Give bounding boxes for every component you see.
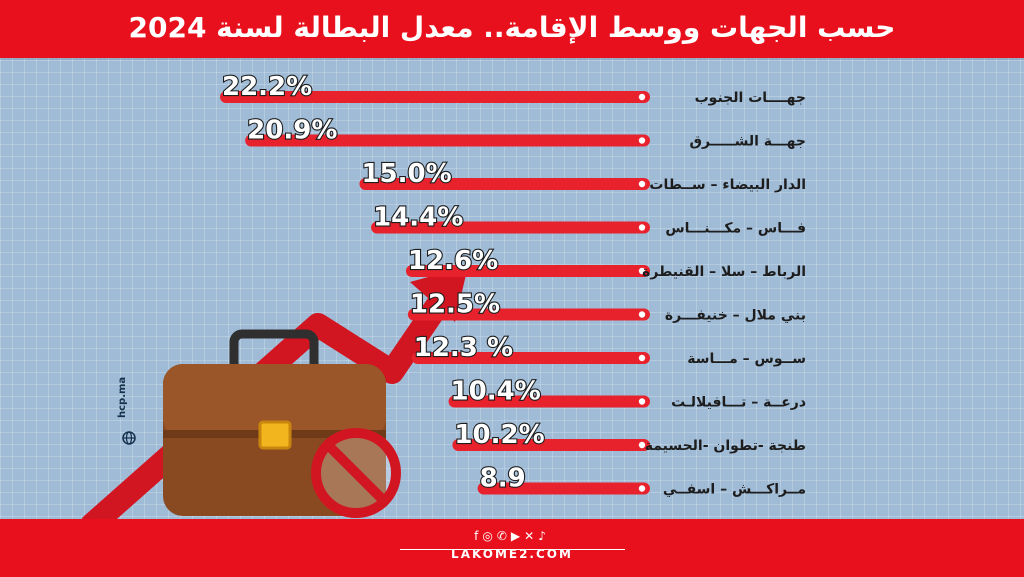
category-label-9: مــراكـــش – اسفــي <box>663 482 806 498</box>
bar-6 <box>411 352 650 364</box>
map-pin-icon <box>638 485 646 492</box>
bar-0 <box>220 91 650 103</box>
value-label-4: 12.6% <box>408 246 498 276</box>
category-label-4: الرباط – سلا – القنيطرة <box>642 264 806 280</box>
category-label-7: درعــة – تـــافيلالـت <box>671 395 806 411</box>
globe-icon <box>122 431 136 445</box>
value-label-5: 12.5% <box>410 290 500 320</box>
youtube-icon[interactable]: ▶ <box>510 529 525 543</box>
footer-divider-left <box>400 549 610 550</box>
map-pin-icon <box>638 93 646 101</box>
value-label-7: 10.4% <box>451 377 541 407</box>
map-pin-icon <box>638 354 646 362</box>
bars-group: 22.2% جهــــات الجنوب 20.9% جهـــة الشـــــ… <box>220 71 806 498</box>
bar-5 <box>407 308 650 321</box>
tiktok-icon[interactable]: ♪ <box>538 529 550 543</box>
bar-2 <box>359 178 650 190</box>
map-pin-icon <box>638 224 646 231</box>
bar-9 <box>477 482 650 495</box>
value-label-6: 12.3 % <box>414 333 513 363</box>
category-label-1: جهـــة الشـــــرق <box>689 134 806 150</box>
map-pin-icon <box>638 441 646 449</box>
website-link[interactable]: LAKOME2.COM <box>451 547 573 561</box>
social-icons-row: f◎✆▶✕♪ <box>0 528 1024 544</box>
value-label-2: 15.0% <box>361 159 451 189</box>
prohibited-icon <box>311 428 401 518</box>
category-label-5: بني ملال – خنيفـــرة <box>665 308 806 324</box>
map-pin-icon <box>638 398 646 405</box>
category-label-2: الدار البيضاء – ســطات <box>649 177 806 193</box>
title-banner <box>0 0 1024 58</box>
value-label-9: 8.9 <box>480 464 526 494</box>
instagram-icon[interactable]: ◎ <box>482 529 497 543</box>
map-pin-icon <box>638 311 646 318</box>
map-pin-icon <box>638 137 646 144</box>
bar-1 <box>245 134 650 147</box>
x-icon[interactable]: ✕ <box>524 529 539 543</box>
value-label-3: 14.4% <box>373 203 463 233</box>
value-label-8: 10.2% <box>454 420 544 450</box>
value-label-1: 20.9% <box>247 116 337 146</box>
footer-divider-right <box>580 549 625 550</box>
category-label-0: جهــــات الجنوب <box>695 90 806 106</box>
bar-3 <box>371 221 650 234</box>
map-pin-icon <box>638 267 646 275</box>
bar-4 <box>405 265 650 277</box>
category-label-6: ســوس – مـــاسة <box>687 351 806 367</box>
footer-banner <box>0 519 1024 577</box>
bar-7 <box>448 395 650 408</box>
category-label-8: طنجة -تطوان -الحسيمة <box>645 438 806 454</box>
facebook-icon[interactable]: f <box>474 529 483 543</box>
bar-8 <box>452 439 650 451</box>
page-title: حسب الجهات ووسط الإقامة.. معدل البطالة ل… <box>128 11 896 44</box>
briefcase-icon <box>163 329 386 516</box>
whatsapp-icon[interactable]: ✆ <box>496 529 511 543</box>
map-pin-icon <box>638 180 646 188</box>
source-label: hcp.ma <box>117 376 128 418</box>
category-label-3: فـــاس – مكـــنـــاس <box>665 221 806 237</box>
value-label-0: 22.2% <box>222 72 312 102</box>
